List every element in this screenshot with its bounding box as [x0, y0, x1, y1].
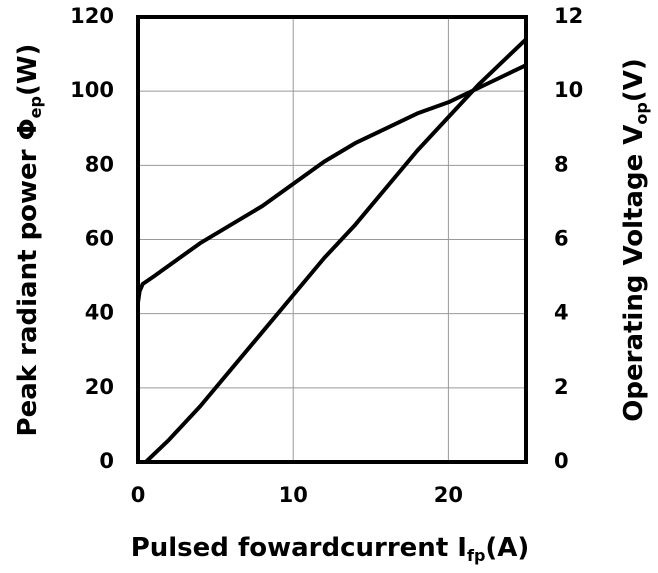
y-tick-label: 120	[70, 4, 114, 28]
y-tick-label: 80	[85, 152, 114, 176]
y-tick-label: 60	[85, 227, 114, 251]
y2-tick-label: 6	[554, 227, 569, 251]
y2-tick-label: 10	[554, 78, 583, 102]
y-axis-label: Peak radiant power Φep(W)	[13, 44, 45, 437]
y2-tick-label: 4	[554, 301, 569, 325]
y-tick-label: 0	[99, 449, 114, 473]
y-tick-label: 40	[85, 301, 114, 325]
y2-axis-label: Operating Voltage Vop(V)	[619, 58, 651, 421]
y-tick-label: 20	[85, 375, 114, 399]
y2-tick-label: 0	[554, 449, 569, 473]
y2-tick-label: 12	[554, 4, 583, 28]
x-tick-label: 20	[434, 483, 463, 507]
y-tick-label: 100	[70, 78, 114, 102]
x-tick-label: 10	[279, 483, 308, 507]
y2-tick-label: 2	[554, 375, 569, 399]
y2-tick-label: 8	[554, 152, 569, 176]
x-tick-label: 0	[131, 483, 146, 507]
line	[144, 37, 528, 464]
plot-frame	[136, 15, 528, 464]
line	[136, 63, 527, 303]
x-axis-label: Pulsed fowardcurrent Ifp(A)	[131, 533, 530, 565]
